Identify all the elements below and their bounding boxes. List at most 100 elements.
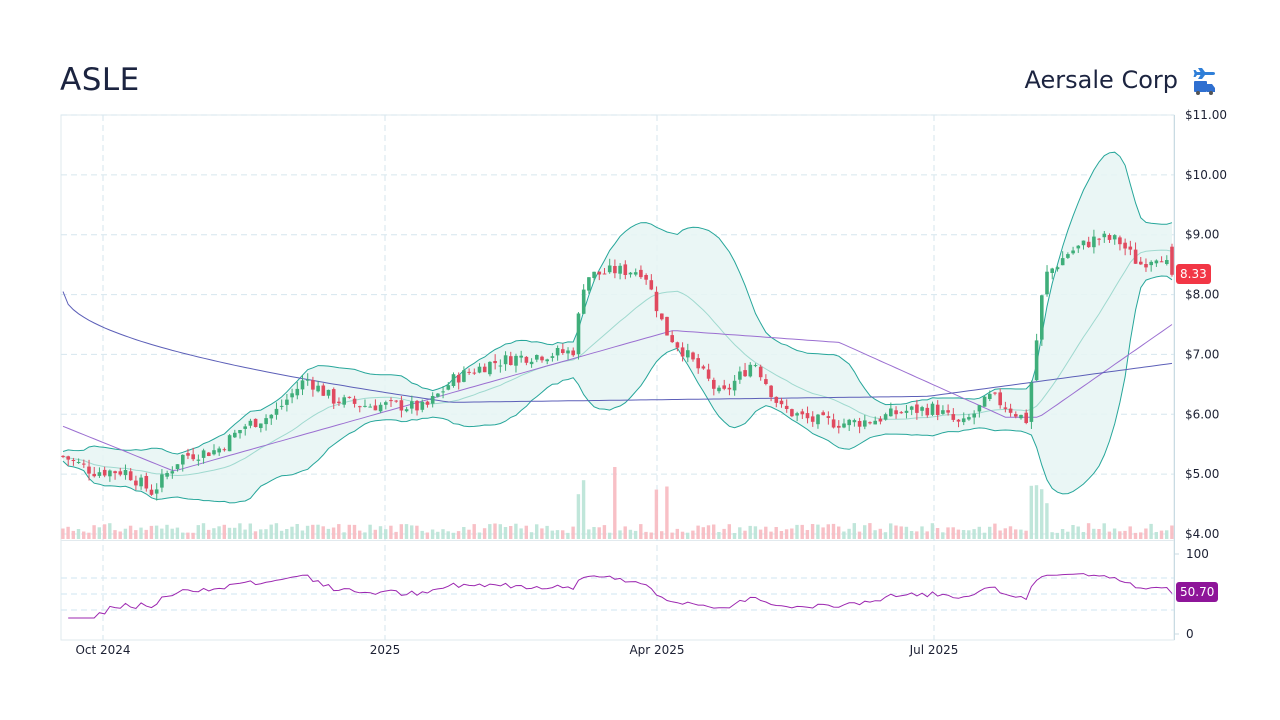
volume-bar xyxy=(462,527,466,539)
candle-body xyxy=(972,413,976,418)
volume-bar xyxy=(784,529,789,539)
candle-body xyxy=(248,420,253,426)
candle-body xyxy=(863,420,867,427)
volume-bar xyxy=(1128,526,1132,539)
volume-bar xyxy=(988,526,992,539)
volume-bar xyxy=(389,525,393,539)
candle-body xyxy=(535,355,539,360)
volume-bar xyxy=(165,524,169,539)
volume-bar xyxy=(264,529,268,539)
candle-body xyxy=(956,419,961,422)
candle-body xyxy=(769,385,773,397)
volume-bar xyxy=(633,530,638,539)
volume-bar xyxy=(701,527,705,539)
candle-body xyxy=(430,396,435,404)
volume-bar xyxy=(576,494,581,539)
candle-body xyxy=(217,448,221,453)
volume-bar xyxy=(347,524,351,539)
candle-body xyxy=(264,418,268,425)
volume-bar xyxy=(175,527,180,539)
volume-bar xyxy=(1045,503,1049,539)
candle-body xyxy=(868,422,872,424)
volume-bar xyxy=(602,525,607,539)
candle-body xyxy=(467,371,471,373)
candle-body xyxy=(326,389,331,396)
volume-bar xyxy=(727,524,731,539)
volume-bar xyxy=(847,528,851,539)
volume-bar xyxy=(748,525,752,539)
candle-body xyxy=(597,271,602,275)
candle-body xyxy=(144,476,149,489)
volume-bar xyxy=(842,531,846,539)
candle-body xyxy=(1019,414,1023,419)
volume-bar xyxy=(623,526,627,539)
volume-bar xyxy=(529,532,534,539)
candle-body xyxy=(358,406,362,408)
volume-bar xyxy=(482,528,487,539)
volume-bar xyxy=(607,532,612,539)
candle-body xyxy=(160,474,164,488)
volume-bar xyxy=(269,524,273,539)
candle-body xyxy=(660,313,664,320)
volume-bar xyxy=(207,529,211,539)
candle-body xyxy=(212,450,216,455)
volume-bar xyxy=(326,528,331,539)
volume-bar xyxy=(1097,529,1101,539)
volume-bar xyxy=(404,524,409,539)
candle-body xyxy=(764,379,768,384)
volume-bar xyxy=(420,530,424,539)
candle-body xyxy=(337,401,341,404)
volume-bar xyxy=(753,526,758,539)
candle-body xyxy=(628,272,633,275)
volume-bar xyxy=(837,526,841,539)
volume-bar xyxy=(935,528,940,539)
candle-body xyxy=(722,385,726,389)
volume-bar xyxy=(1144,528,1148,539)
volume-bar xyxy=(259,529,263,539)
candle-body xyxy=(873,420,877,425)
candle-body xyxy=(347,396,352,398)
volume-bar xyxy=(826,524,830,539)
candle-body xyxy=(805,413,810,419)
candle-body xyxy=(977,405,982,412)
volume-bar xyxy=(222,524,226,539)
candle-body xyxy=(316,385,320,392)
candle-body xyxy=(191,454,195,460)
volume-bar xyxy=(675,528,679,539)
candle-body xyxy=(305,379,310,381)
volume-bar xyxy=(915,531,919,539)
candle-body xyxy=(1107,235,1112,240)
volume-bar xyxy=(722,528,726,539)
volume-bar xyxy=(1107,531,1112,539)
candle-body xyxy=(998,392,1002,406)
candle-body xyxy=(139,477,143,487)
volume-bar xyxy=(1034,485,1039,539)
candle-body xyxy=(462,370,466,382)
volume-bar xyxy=(1149,523,1153,539)
volume-bar xyxy=(790,528,794,539)
candle-body xyxy=(665,316,669,336)
volume-bar xyxy=(956,529,961,539)
volume-bar xyxy=(758,529,763,539)
candle-body xyxy=(717,387,721,392)
candle-body xyxy=(915,404,919,413)
volume-bar xyxy=(446,531,450,539)
candle-body xyxy=(909,406,914,410)
candle-body xyxy=(97,472,102,476)
volume-bar xyxy=(1123,530,1127,539)
volume-bar xyxy=(550,530,554,539)
candle-body xyxy=(233,432,237,438)
candle-body xyxy=(696,358,700,369)
candle-body xyxy=(113,471,117,474)
candle-body xyxy=(1071,250,1075,254)
volume-bar xyxy=(925,531,929,539)
candle-body xyxy=(894,410,898,415)
volume-bar xyxy=(149,525,154,539)
time-axis-label: 2025 xyxy=(370,643,401,657)
volume-bar xyxy=(118,531,122,539)
candle-body xyxy=(404,409,409,412)
volume-bar xyxy=(1154,532,1158,539)
candle-body xyxy=(415,400,419,411)
volume-bar xyxy=(212,528,216,539)
